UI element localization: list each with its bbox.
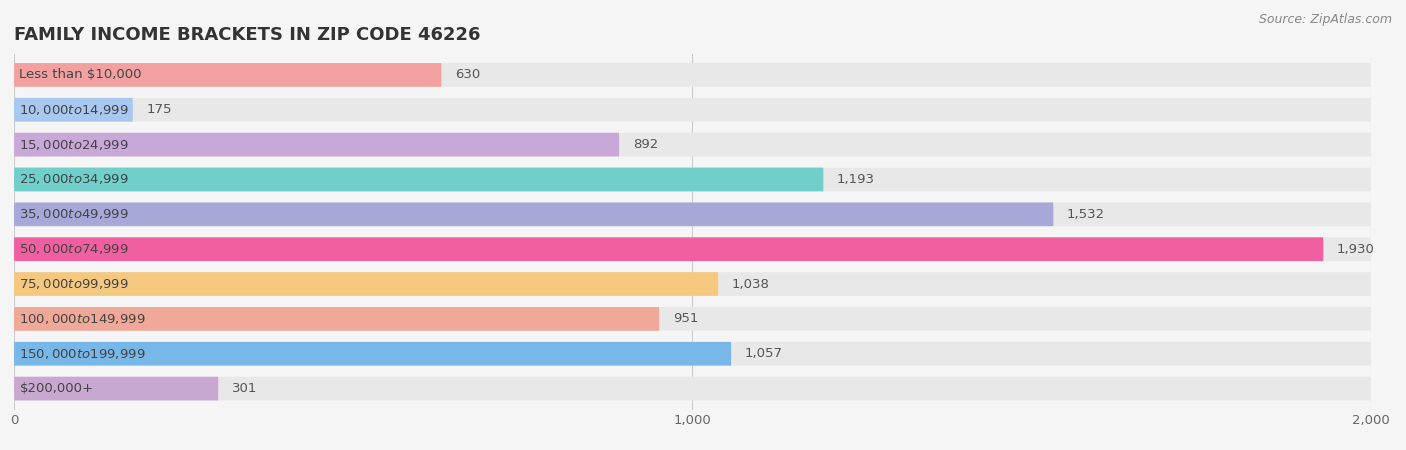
Text: 175: 175 (146, 103, 172, 116)
Text: 1,930: 1,930 (1337, 243, 1375, 256)
FancyBboxPatch shape (14, 98, 1371, 122)
FancyBboxPatch shape (14, 167, 824, 191)
FancyBboxPatch shape (14, 342, 1371, 365)
Text: 1,193: 1,193 (837, 173, 875, 186)
Text: 951: 951 (673, 312, 699, 325)
FancyBboxPatch shape (14, 98, 132, 122)
FancyBboxPatch shape (14, 272, 718, 296)
Text: $150,000 to $199,999: $150,000 to $199,999 (20, 347, 146, 361)
Text: $15,000 to $24,999: $15,000 to $24,999 (20, 138, 129, 152)
Text: 630: 630 (456, 68, 481, 81)
Text: $75,000 to $99,999: $75,000 to $99,999 (20, 277, 129, 291)
FancyBboxPatch shape (14, 63, 441, 87)
FancyBboxPatch shape (14, 307, 659, 331)
Text: $10,000 to $14,999: $10,000 to $14,999 (20, 103, 129, 117)
Text: $100,000 to $149,999: $100,000 to $149,999 (20, 312, 146, 326)
Text: $200,000+: $200,000+ (20, 382, 93, 395)
Text: $25,000 to $34,999: $25,000 to $34,999 (20, 172, 129, 186)
FancyBboxPatch shape (14, 63, 1371, 87)
FancyBboxPatch shape (14, 237, 1323, 261)
Text: $35,000 to $49,999: $35,000 to $49,999 (20, 207, 129, 221)
FancyBboxPatch shape (14, 377, 1371, 400)
Text: FAMILY INCOME BRACKETS IN ZIP CODE 46226: FAMILY INCOME BRACKETS IN ZIP CODE 46226 (14, 26, 481, 44)
FancyBboxPatch shape (14, 342, 731, 365)
FancyBboxPatch shape (14, 202, 1053, 226)
Text: 1,038: 1,038 (731, 278, 769, 291)
FancyBboxPatch shape (14, 272, 1371, 296)
FancyBboxPatch shape (14, 307, 1371, 331)
FancyBboxPatch shape (14, 167, 1371, 191)
FancyBboxPatch shape (14, 377, 218, 400)
Text: Source: ZipAtlas.com: Source: ZipAtlas.com (1258, 14, 1392, 27)
FancyBboxPatch shape (14, 133, 1371, 157)
FancyBboxPatch shape (14, 202, 1371, 226)
Text: 1,057: 1,057 (745, 347, 783, 360)
Text: 892: 892 (633, 138, 658, 151)
FancyBboxPatch shape (14, 133, 619, 157)
Text: 1,532: 1,532 (1067, 208, 1105, 221)
Text: Less than $10,000: Less than $10,000 (20, 68, 142, 81)
FancyBboxPatch shape (14, 237, 1371, 261)
Text: $50,000 to $74,999: $50,000 to $74,999 (20, 242, 129, 256)
Text: 301: 301 (232, 382, 257, 395)
